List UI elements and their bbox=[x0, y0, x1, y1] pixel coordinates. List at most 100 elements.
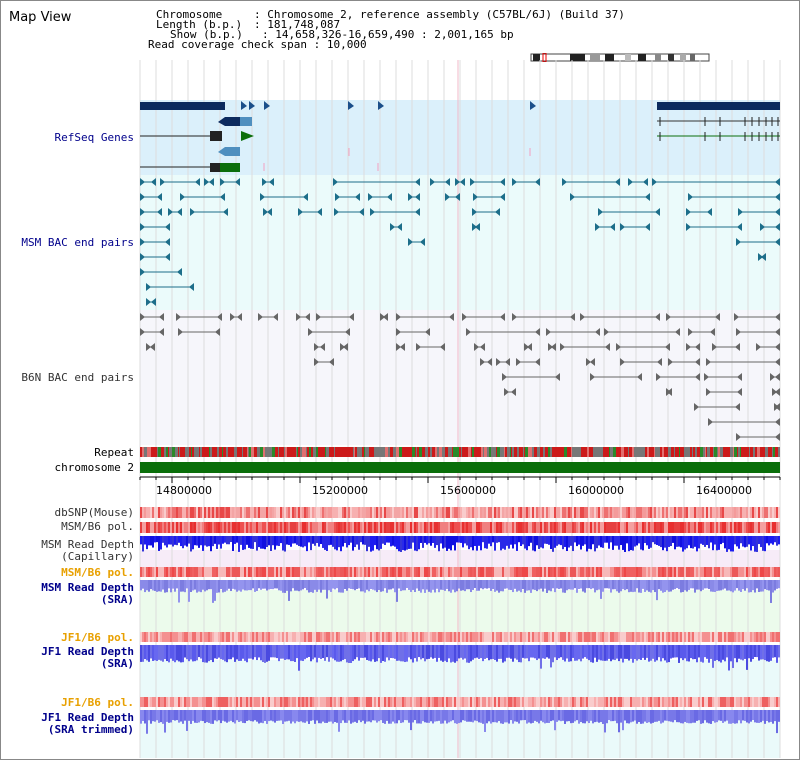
repeat-segment bbox=[459, 447, 461, 457]
heat-cell bbox=[564, 567, 566, 577]
repeat-segment bbox=[383, 447, 385, 457]
bac-end bbox=[668, 358, 673, 366]
heat-cell bbox=[186, 522, 188, 533]
heat-cell bbox=[444, 522, 446, 533]
depth-bar bbox=[230, 645, 232, 660]
heat-cell bbox=[392, 632, 394, 642]
depth-bar bbox=[514, 645, 516, 659]
repeat-segment bbox=[689, 447, 690, 457]
bac-end bbox=[480, 358, 485, 366]
chromosome-key: Chromosome bbox=[156, 8, 223, 21]
heat-cell bbox=[556, 507, 558, 518]
depth-bar bbox=[152, 536, 154, 548]
heat-cell bbox=[476, 697, 478, 707]
repeat-segment bbox=[379, 447, 382, 457]
heat-cell bbox=[518, 507, 520, 518]
heat-cell bbox=[538, 567, 540, 577]
heat-cell bbox=[710, 567, 712, 577]
depth-bar bbox=[770, 580, 772, 603]
heat-cell bbox=[586, 507, 588, 518]
depth-bar bbox=[300, 536, 302, 547]
gene-exon bbox=[210, 131, 222, 141]
heat-cell bbox=[536, 522, 538, 533]
heat-cell bbox=[732, 567, 734, 577]
heat-cell bbox=[768, 632, 770, 642]
heat-cell bbox=[532, 632, 534, 642]
heat-cell bbox=[332, 507, 334, 518]
heat-cell bbox=[262, 697, 264, 707]
heat-cell bbox=[328, 522, 330, 533]
track-label-msm-bac[interactable]: MSM BAC end pairs bbox=[21, 236, 134, 249]
heat-cell bbox=[356, 697, 358, 707]
depth-bar bbox=[580, 710, 582, 723]
depth-bar bbox=[640, 645, 642, 660]
depth-bar bbox=[224, 645, 226, 662]
heat-cell bbox=[246, 507, 248, 518]
depth-bar bbox=[340, 580, 342, 593]
repeat-segment bbox=[471, 447, 472, 457]
heat-cell bbox=[522, 567, 524, 577]
track-label-refseq[interactable]: RefSeq Genes bbox=[54, 131, 134, 144]
depth-bar bbox=[454, 710, 456, 724]
depth-bar bbox=[482, 580, 484, 590]
heat-cell bbox=[234, 507, 236, 518]
bac-end bbox=[775, 373, 780, 381]
heat-cell bbox=[354, 632, 356, 642]
depth-bar bbox=[640, 710, 642, 724]
heat-cell bbox=[172, 507, 174, 518]
heat-cell bbox=[734, 697, 736, 707]
heat-cell bbox=[702, 507, 704, 518]
depth-bar bbox=[328, 645, 330, 662]
depth-bar bbox=[386, 580, 388, 593]
bac-end bbox=[146, 343, 151, 351]
heat-cell bbox=[274, 567, 276, 577]
heat-cell bbox=[462, 567, 464, 577]
heat-cell bbox=[480, 567, 482, 577]
depth-bar bbox=[192, 645, 194, 662]
repeat-segment bbox=[477, 447, 478, 457]
heat-cell bbox=[476, 522, 478, 533]
heat-cell bbox=[430, 697, 432, 707]
heat-cell bbox=[204, 507, 206, 518]
bac-end bbox=[140, 268, 145, 276]
depth-bar bbox=[652, 710, 654, 723]
heat-cell bbox=[148, 567, 150, 577]
bac-end bbox=[430, 178, 435, 186]
bac-end bbox=[235, 178, 240, 186]
heat-cell bbox=[148, 697, 150, 707]
heat-cell bbox=[426, 567, 428, 577]
heat-cell bbox=[360, 522, 362, 533]
bac-end bbox=[652, 178, 657, 186]
heat-cell bbox=[736, 632, 738, 642]
heat-cell bbox=[490, 632, 492, 642]
bac-end bbox=[140, 313, 145, 321]
heat-cell bbox=[208, 697, 210, 707]
chromosome-value: Chromosome 2, reference assembly (C57BL/… bbox=[267, 8, 625, 21]
depth-bar bbox=[406, 645, 408, 662]
depth-bar bbox=[718, 536, 720, 550]
depth-bar bbox=[380, 536, 382, 549]
depth-bar bbox=[338, 580, 340, 593]
repeat-segment bbox=[581, 447, 584, 457]
depth-bar bbox=[258, 710, 260, 724]
heat-cell bbox=[420, 567, 422, 577]
depth-bar bbox=[754, 710, 756, 723]
heat-cell bbox=[378, 507, 380, 518]
heat-cell bbox=[240, 522, 242, 533]
track-label-b6n-bac[interactable]: B6N BAC end pairs bbox=[21, 371, 134, 384]
heat-cell bbox=[220, 567, 222, 577]
heat-cell bbox=[422, 522, 424, 533]
heat-cell bbox=[390, 632, 392, 642]
heat-cell bbox=[594, 697, 596, 707]
repeat-segment bbox=[568, 447, 571, 457]
heat-cell bbox=[532, 507, 534, 518]
heat-cell bbox=[560, 567, 562, 577]
heat-cell bbox=[434, 507, 436, 518]
depth-bar bbox=[324, 580, 326, 590]
bac-end bbox=[555, 373, 560, 381]
heat-cell bbox=[336, 697, 338, 707]
depth-bar bbox=[140, 580, 142, 591]
depth-bar bbox=[154, 645, 156, 661]
depth-bar bbox=[174, 645, 176, 663]
